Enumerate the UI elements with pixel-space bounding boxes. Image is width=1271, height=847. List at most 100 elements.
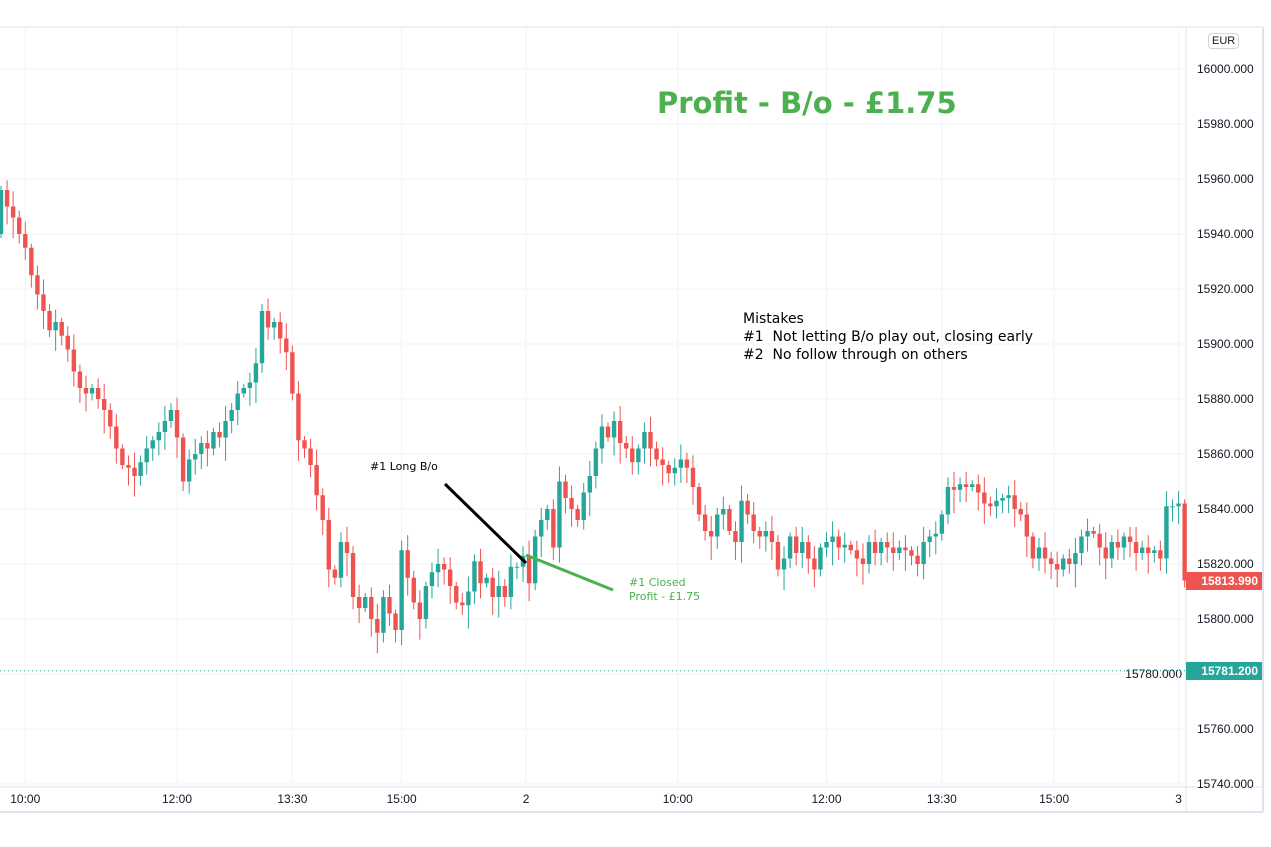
candle-body: [326, 520, 331, 570]
candle-body: [587, 476, 592, 493]
candle-body: [593, 448, 599, 476]
y-tick-label: 15860.000: [1197, 447, 1254, 461]
candle-body: [217, 432, 222, 438]
y-tick-label: 15880.000: [1197, 392, 1254, 406]
candle-body: [599, 426, 605, 449]
candle-body: [83, 388, 89, 394]
candle-body: [454, 586, 459, 603]
candle-body: [1133, 542, 1139, 553]
candle-body: [836, 536, 841, 548]
candle-body: [320, 495, 325, 520]
candle-body: [976, 484, 981, 493]
candle-body: [435, 564, 441, 573]
candle-body: [1012, 495, 1017, 509]
candle-body: [114, 426, 119, 449]
x-tick-label: 15:00: [1039, 792, 1069, 806]
candle-body: [1170, 506, 1175, 508]
currency-badge[interactable]: EUR: [1208, 33, 1240, 49]
candle-body: [763, 531, 769, 537]
candle-body: [903, 547, 908, 551]
candle-body: [921, 542, 926, 564]
candle-body: [314, 465, 319, 496]
candle-body: [1158, 550, 1163, 559]
candle-body: [648, 432, 653, 449]
candle-body: [278, 322, 283, 339]
y-tick-label: 15960.000: [1197, 172, 1254, 186]
candle-body: [872, 542, 878, 553]
candle-body: [1127, 536, 1133, 542]
candle-body: [508, 566, 514, 597]
candle-body: [41, 294, 46, 311]
candle-body: [581, 492, 586, 520]
candle-body: [95, 388, 101, 399]
candle-body: [405, 550, 410, 578]
candle-body: [0, 190, 4, 234]
candle-body: [860, 558, 866, 564]
candle-body: [108, 410, 113, 427]
candle-body: [290, 352, 295, 394]
closed-profit-arrow: [525, 553, 614, 592]
candle-body: [933, 533, 938, 537]
candle-body: [211, 432, 216, 449]
closed-label-line2: Profit - £1.75: [629, 590, 701, 603]
candle-body: [1048, 558, 1054, 564]
candle-body: [891, 547, 896, 553]
candle-body: [848, 544, 853, 551]
candle-body: [350, 553, 356, 597]
candle-body: [951, 487, 957, 490]
candle-body: [696, 487, 702, 515]
candle-body: [630, 448, 635, 463]
candle-body: [271, 322, 277, 328]
candle-body: [1018, 509, 1023, 515]
candle-body: [812, 558, 817, 570]
candle-body: [332, 569, 338, 578]
candle-body: [502, 586, 508, 597]
candle-body: [678, 459, 684, 468]
candle-body: [672, 467, 677, 474]
candle-body: [624, 443, 629, 449]
y-tick-label: 15760.000: [1197, 722, 1254, 736]
candle-body: [174, 410, 180, 438]
candle-body: [265, 311, 271, 328]
candle-body: [496, 586, 501, 597]
candle-body: [1061, 558, 1066, 570]
candle-body: [205, 443, 210, 449]
candle-body: [168, 410, 174, 421]
candle-body: [1006, 495, 1011, 498]
candle-body: [381, 597, 386, 633]
y-tick-label: 15740.000: [1197, 777, 1254, 791]
candle-body: [787, 536, 793, 559]
candle-body: [939, 514, 945, 534]
y-tick-label: 15940.000: [1197, 227, 1254, 241]
candle-body: [126, 465, 131, 468]
candle-body: [569, 498, 574, 509]
candle-body: [77, 371, 83, 388]
candle-body: [551, 509, 556, 548]
long-breakout-label: #1 Long B/o: [370, 460, 438, 473]
candle-body: [441, 564, 447, 570]
candle-body: [982, 492, 987, 504]
candle-body: [654, 448, 659, 460]
candle-body: [769, 531, 775, 542]
candle-body: [472, 561, 477, 592]
candle-body: [666, 465, 671, 474]
candle-body: [1030, 536, 1036, 559]
candle-body: [356, 597, 362, 608]
candle-body: [429, 572, 435, 586]
candle-body: [1000, 498, 1005, 501]
candle-body: [866, 542, 872, 564]
candle-body: [557, 481, 562, 548]
candle-body: [806, 542, 811, 559]
candle-body: [927, 536, 932, 542]
candle-body: [120, 448, 125, 465]
candle-body: [393, 613, 398, 630]
candle-body: [545, 509, 550, 520]
candle-body: [1036, 547, 1042, 559]
candle-body: [466, 591, 471, 606]
candle-body: [660, 459, 665, 465]
candle-body: [1115, 542, 1121, 548]
candle-body: [1097, 533, 1102, 548]
y-tick-label: 15900.000: [1197, 337, 1254, 351]
candle-body: [138, 462, 143, 476]
